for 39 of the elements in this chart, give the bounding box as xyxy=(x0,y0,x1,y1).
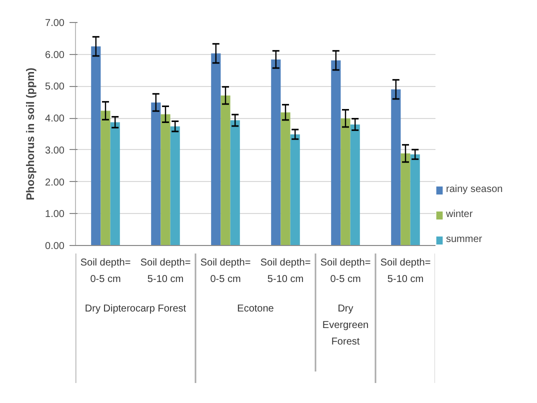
x-tick-label: Soil depth= 0-5 cm xyxy=(320,258,371,285)
y-tick-label: 7.00 xyxy=(45,18,65,29)
legend-label: winter xyxy=(446,209,473,220)
bar xyxy=(280,112,290,246)
bar xyxy=(400,153,410,246)
y-tick-label: 5.00 xyxy=(45,82,65,93)
bar xyxy=(220,95,230,246)
y-tick-label: 0.00 xyxy=(45,241,65,252)
x-tick-label: Soil depth= 0-5 cm xyxy=(200,258,251,285)
bar xyxy=(160,114,170,246)
bar xyxy=(290,134,300,246)
bar xyxy=(100,110,110,246)
bar xyxy=(230,120,240,246)
text: Ecotone xyxy=(237,304,274,314)
text: Dry Dipterocarp Forest xyxy=(84,304,186,314)
bar xyxy=(151,102,161,246)
bar xyxy=(340,118,350,246)
bar xyxy=(271,59,281,246)
x-tick-label: Soil depth= 0-5 cm xyxy=(80,258,131,285)
y-tick-label: 4.00 xyxy=(45,114,65,125)
bar xyxy=(391,89,401,246)
bar xyxy=(211,53,221,246)
bar xyxy=(350,124,360,246)
y-tick-label: 2.00 xyxy=(45,177,65,188)
x-tick-label: Soil depth= 5-10 cm xyxy=(140,258,191,285)
y-tick-label: 3.00 xyxy=(45,145,65,156)
bar xyxy=(110,122,120,246)
bar xyxy=(170,126,180,246)
bar xyxy=(410,154,420,246)
bar xyxy=(331,60,341,246)
legend-label: summer xyxy=(446,234,482,245)
x-tick-label: Soil depth= 5-10 cm xyxy=(380,258,431,285)
y-axis-title: Phosphorus in soil (ppm) xyxy=(25,67,38,200)
text: Dry Evergreen Forest xyxy=(322,304,369,348)
y-tick-label: 6.00 xyxy=(45,50,65,61)
x-tick-label: Soil depth= 5-10 cm xyxy=(260,258,311,285)
legend-label: rainy season xyxy=(446,184,503,195)
y-tick-label: 1.00 xyxy=(45,209,65,220)
bar xyxy=(91,46,101,246)
